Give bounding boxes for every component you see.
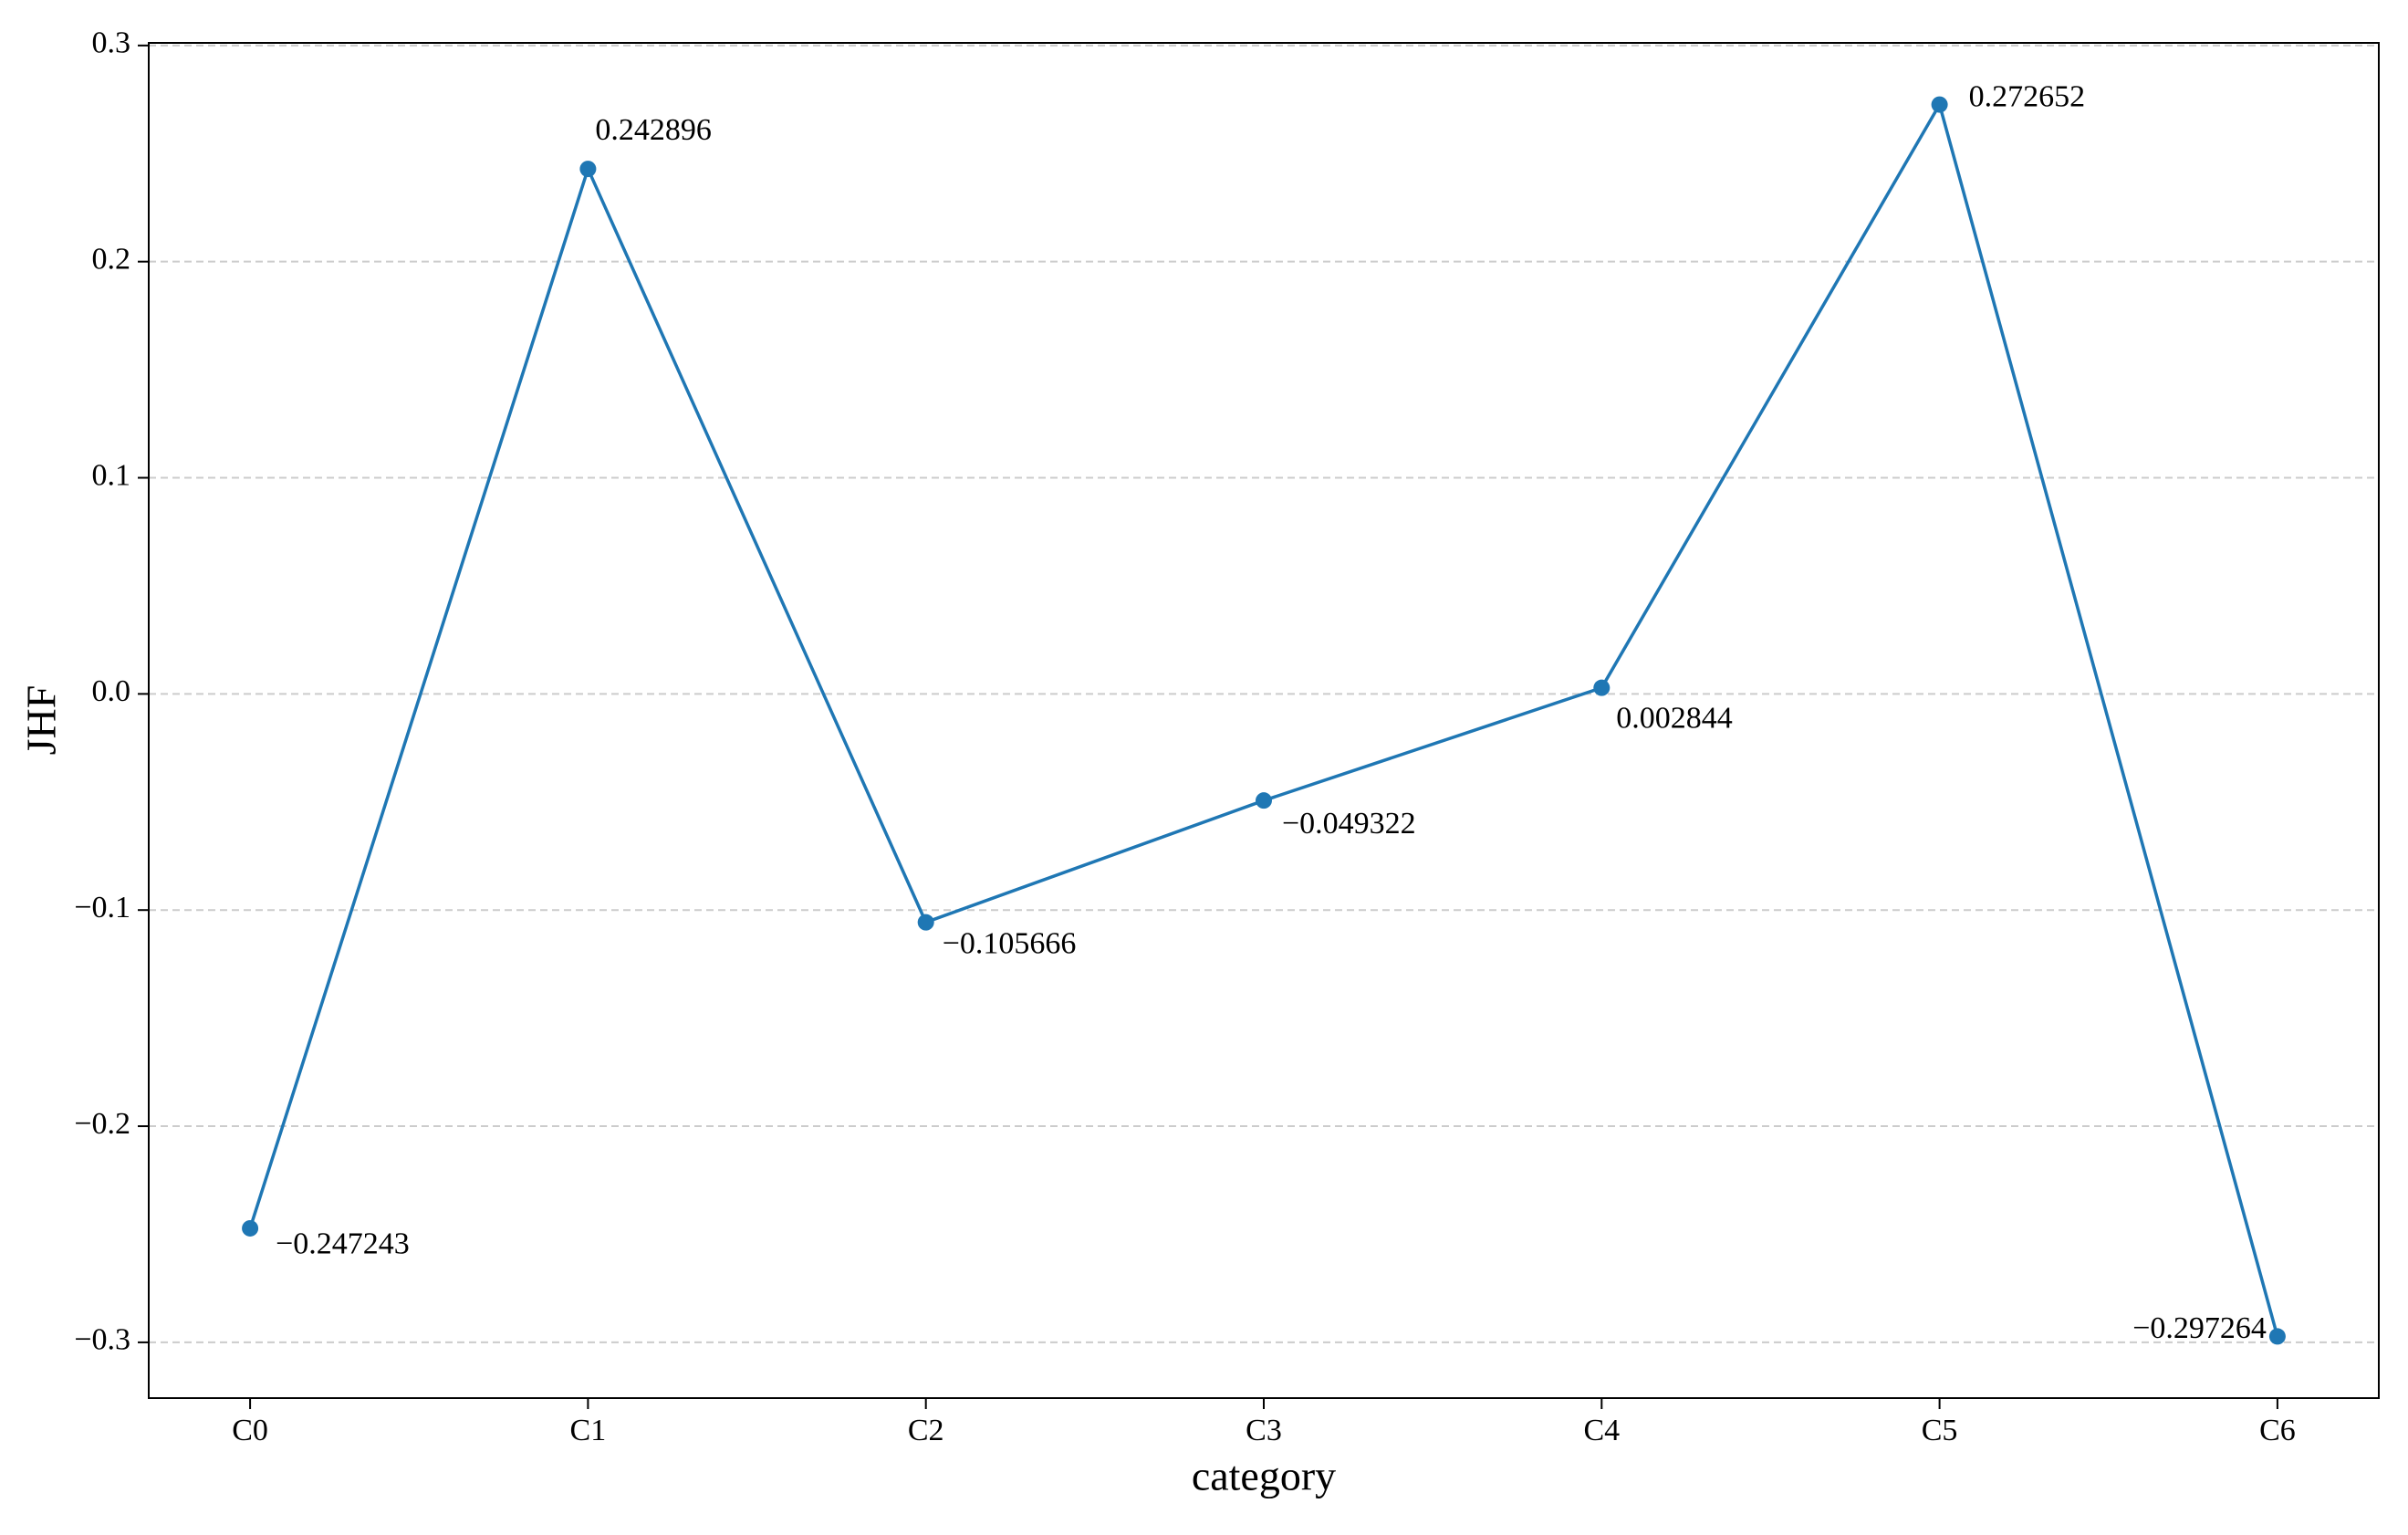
data-label: −0.247243 <box>276 1227 410 1261</box>
marker <box>242 1219 259 1237</box>
x-tick-label: C0 <box>232 1414 268 1447</box>
x-tick-label: C5 <box>1922 1414 1958 1447</box>
plot-frame <box>148 42 2380 1399</box>
x-tick-label: C6 <box>2259 1414 2296 1447</box>
marker <box>917 914 934 931</box>
marker <box>579 161 597 178</box>
data-label: −0.049322 <box>1282 807 1416 841</box>
data-label: 0.272652 <box>1969 79 2086 113</box>
marker <box>1931 96 1948 113</box>
y-tick-label: −0.2 <box>74 1107 130 1141</box>
y-tick-label: 0.1 <box>92 458 131 492</box>
x-tick-label: C3 <box>1246 1414 1282 1447</box>
data-label: −0.297264 <box>2132 1311 2267 1345</box>
y-tick-label: 0.2 <box>92 242 131 276</box>
data-label: 0.242896 <box>595 113 712 147</box>
y-axis-label: JHF <box>18 685 65 756</box>
marker <box>2268 1328 2286 1345</box>
marker <box>1256 792 1272 809</box>
y-tick-label: −0.1 <box>74 891 130 924</box>
x-tick-label: C4 <box>1583 1414 1620 1447</box>
y-tick-label: 0.3 <box>92 26 131 60</box>
marker <box>1593 679 1611 696</box>
y-tick-label: −0.3 <box>74 1323 130 1357</box>
data-label: 0.002844 <box>1616 701 1733 735</box>
x-tick-label: C2 <box>908 1414 944 1447</box>
data-label: −0.105666 <box>943 926 1077 960</box>
y-tick-label: 0.0 <box>92 674 131 708</box>
x-axis-label: category <box>1192 1453 1336 1499</box>
x-tick-label: C1 <box>570 1414 607 1447</box>
